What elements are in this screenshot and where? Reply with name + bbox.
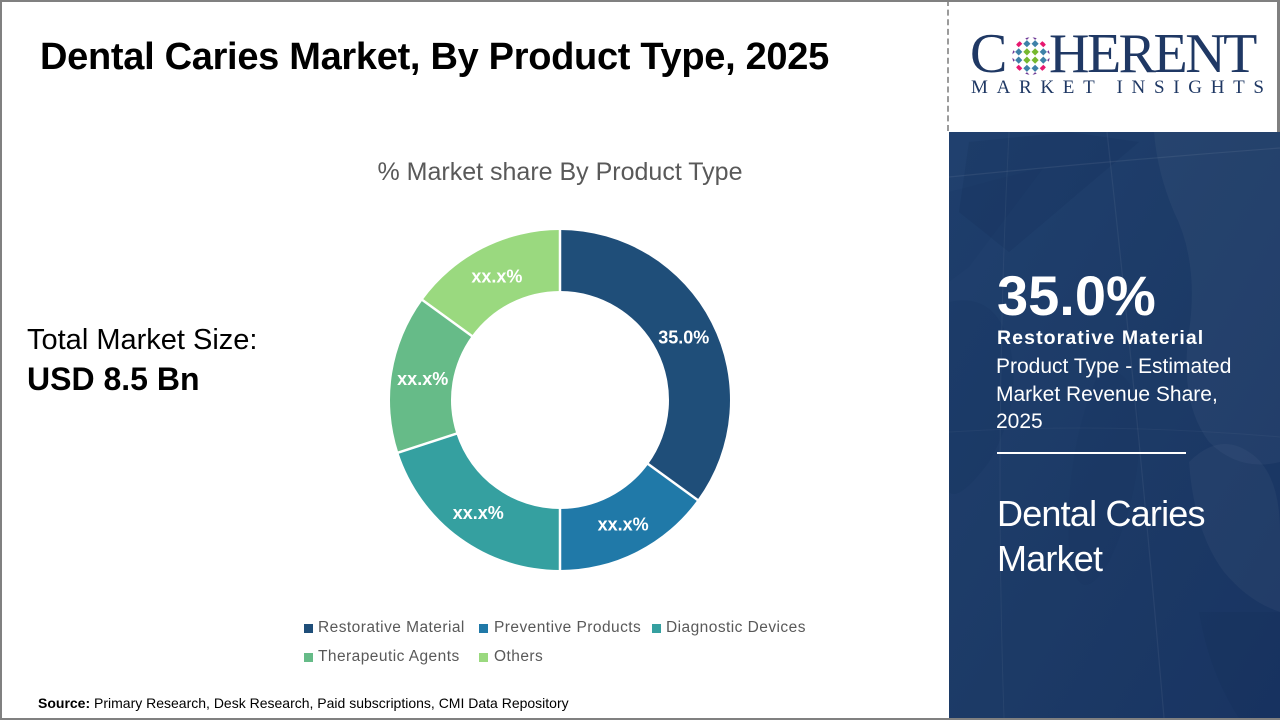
svg-text:xx.x%: xx.x% [397,369,448,389]
svg-text:xx.x%: xx.x% [453,503,504,523]
svg-text:35.0%: 35.0% [658,327,709,347]
svg-text:xx.x%: xx.x% [471,267,522,287]
svg-text:xx.x%: xx.x% [598,514,649,534]
